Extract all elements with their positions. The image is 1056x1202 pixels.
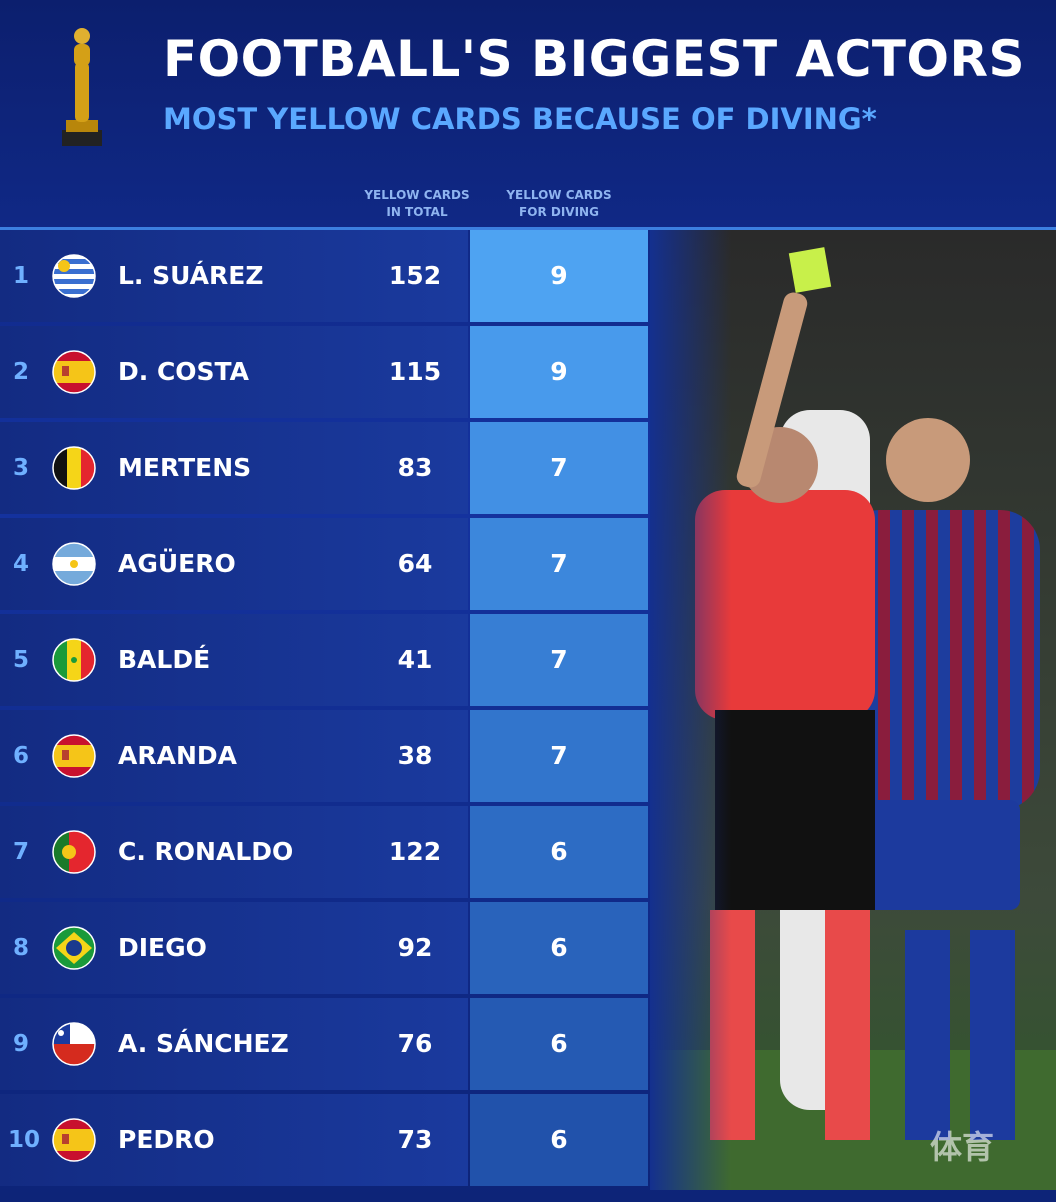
watermark: 体育 [930, 1128, 995, 1166]
total-cards: 64 [397, 549, 433, 578]
rank: 6 [12, 743, 29, 769]
total-cards: 76 [397, 1029, 433, 1058]
table-row: 9 A. SÁNCHEZ 76 [0, 998, 468, 1090]
column-header: YELLOW CARDS IN TOTAL [364, 188, 470, 219]
table-row: 8 DIEGO 92 [0, 902, 468, 994]
total-cards: 41 [397, 645, 433, 674]
player-name: C. RONALDO [118, 837, 294, 866]
total-cards: 38 [397, 741, 433, 770]
column-header: YELLOW CARDS FOR DIVING [506, 188, 612, 219]
title: FOOTBALL'S BIGGEST ACTORS [163, 30, 1026, 88]
table-row: 3 MERTENS 83 [0, 422, 468, 514]
player-name: PEDRO [118, 1125, 215, 1154]
table-row: 2 D. COSTA 115 [0, 326, 468, 418]
diving-cards: 6 [470, 902, 648, 994]
flag-icon [52, 542, 96, 586]
player-name: MERTENS [118, 453, 252, 482]
subtitle: MOST YELLOW CARDS BECAUSE OF DIVING* [163, 102, 877, 136]
table-row: 1 L. SUÁREZ 152 [0, 230, 468, 322]
player-name: BALDÉ [118, 645, 211, 674]
diving-cards: 6 [470, 806, 648, 898]
diving-cards: 7 [470, 614, 648, 706]
flag-icon [52, 1118, 96, 1162]
flag-icon [52, 638, 96, 682]
flag-icon [52, 254, 96, 298]
total-cards: 115 [388, 357, 442, 386]
photo [650, 230, 1056, 1190]
total-cards: 92 [397, 933, 433, 962]
trophy-icon [62, 28, 102, 146]
diving-cards: 7 [470, 422, 648, 514]
total-cards: 122 [388, 837, 442, 866]
flag-icon [52, 350, 96, 394]
total-cards: 152 [388, 261, 442, 290]
flag-icon [52, 1022, 96, 1066]
divider [0, 227, 1056, 230]
diving-cards: 9 [470, 326, 648, 418]
flag-icon [52, 926, 96, 970]
total-cards: 83 [397, 453, 433, 482]
table-row: 4 AGÜERO 64 [0, 518, 468, 610]
rank: 8 [12, 935, 29, 961]
flag-icon [52, 446, 96, 490]
rank: 7 [12, 839, 29, 865]
flag-icon [52, 734, 96, 778]
rank: 9 [12, 1031, 29, 1057]
rank: 3 [12, 455, 29, 481]
diving-cards: 6 [470, 1094, 648, 1186]
diving-cards: 7 [470, 518, 648, 610]
flag-icon [52, 830, 96, 874]
total-cards: 73 [397, 1125, 433, 1154]
diving-cards: 9 [470, 230, 648, 322]
rank: 2 [12, 359, 29, 385]
diving-cards: 6 [470, 998, 648, 1090]
rank: 5 [12, 647, 29, 673]
diving-cards: 7 [470, 710, 648, 802]
rank: 4 [12, 551, 29, 577]
table-row: 5 BALDÉ 41 [0, 614, 468, 706]
table-row: 6 ARANDA 38 [0, 710, 468, 802]
player-name: L. SUÁREZ [118, 261, 264, 290]
table-row: 10 PEDRO 73 [0, 1094, 468, 1186]
player-name: A. SÁNCHEZ [118, 1029, 289, 1058]
player-name: DIEGO [118, 933, 207, 962]
rank: 10 [8, 1127, 41, 1153]
table-row: 7 C. RONALDO 122 [0, 806, 468, 898]
player-name: D. COSTA [118, 357, 250, 386]
player-name: AGÜERO [118, 549, 236, 578]
rank: 1 [12, 263, 29, 289]
player-name: ARANDA [118, 741, 237, 770]
